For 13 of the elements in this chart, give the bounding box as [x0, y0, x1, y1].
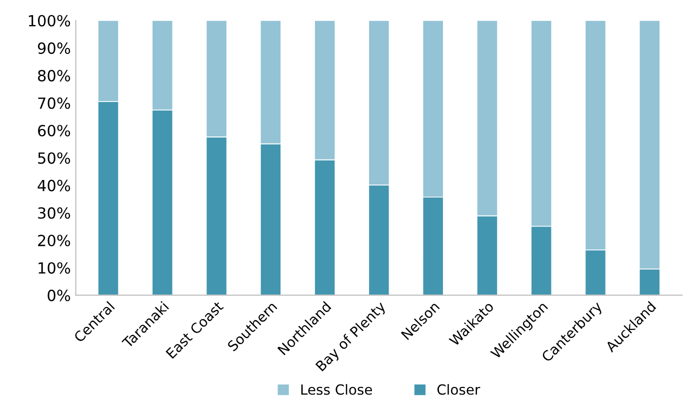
- y-tick-label: 50%: [38, 152, 70, 164]
- y-tick-label: 100%: [28, 14, 70, 27]
- y-tick-label: 40%: [38, 180, 70, 192]
- y-tick-label: 70%: [38, 97, 70, 109]
- y-tick-label: 80%: [38, 70, 70, 82]
- legend-label: Closer: [437, 384, 480, 395]
- y-tick-label: 90%: [38, 42, 70, 54]
- y-tick-label: 10%: [38, 262, 70, 274]
- y-tick-label: 0%: [48, 290, 70, 302]
- legend-label: Less Close: [301, 384, 372, 395]
- y-tick-label: 20%: [38, 234, 70, 246]
- y-tick-label: 30%: [38, 207, 70, 219]
- y-tick-label: 60%: [38, 124, 70, 136]
